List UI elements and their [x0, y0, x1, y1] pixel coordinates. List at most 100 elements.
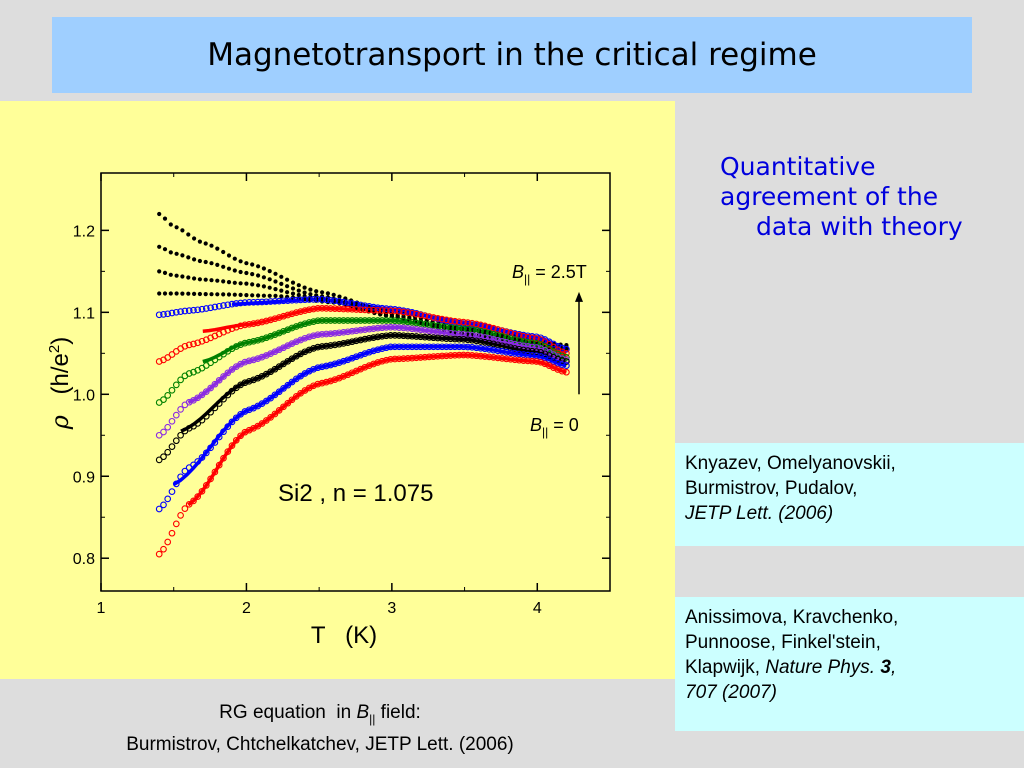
data-point — [348, 317, 356, 324]
data-point — [285, 277, 290, 282]
data-point — [421, 343, 429, 351]
data-point — [197, 291, 202, 297]
data-point — [357, 351, 364, 359]
data-point — [271, 331, 279, 338]
data-point — [245, 299, 253, 306]
plot-frame — [100, 172, 611, 592]
data-point — [215, 461, 223, 469]
data-point — [256, 293, 261, 298]
data-point — [494, 354, 502, 362]
data-point — [202, 305, 210, 312]
data-point — [451, 317, 459, 325]
data-point — [395, 343, 403, 351]
data-point — [198, 391, 206, 399]
data-point — [202, 388, 210, 395]
data-point — [241, 379, 249, 387]
data-point — [185, 370, 193, 377]
data-point — [391, 355, 399, 363]
data-point — [198, 337, 206, 345]
data-point — [361, 317, 369, 324]
data-point — [267, 298, 274, 305]
data-point — [417, 343, 424, 351]
data-point — [314, 380, 322, 388]
data-point — [481, 353, 489, 360]
data-point — [327, 296, 334, 304]
data-point — [296, 292, 301, 298]
data-point — [314, 343, 322, 351]
data-point — [305, 306, 313, 314]
data-point — [162, 216, 168, 221]
field-arrow — [575, 291, 583, 395]
data-point — [370, 334, 377, 341]
data-point — [438, 334, 446, 342]
data-point — [400, 343, 407, 351]
data-point — [267, 269, 272, 274]
data-point — [232, 300, 240, 307]
slide-title: Magnetotransport in the critical regime — [207, 37, 817, 73]
data-point — [209, 261, 214, 266]
data-point — [340, 317, 347, 324]
data-point — [245, 406, 253, 414]
data-point — [314, 364, 322, 372]
data-point — [498, 355, 506, 362]
data-point — [417, 333, 424, 341]
data-point — [232, 268, 237, 273]
data-point — [288, 324, 296, 332]
data-point — [203, 277, 208, 282]
data-point — [413, 325, 420, 333]
data-point — [554, 353, 562, 361]
data-point — [237, 299, 244, 307]
data-point — [511, 356, 519, 364]
data-point — [485, 335, 493, 342]
data-point — [155, 505, 163, 513]
data-point — [198, 305, 206, 313]
title-bar: Magnetotransport in the critical regime — [52, 17, 972, 93]
data-point — [209, 243, 214, 248]
data-point — [331, 341, 339, 349]
data-point — [296, 283, 301, 288]
data-point — [254, 336, 262, 344]
data-point — [254, 319, 262, 327]
data-point — [365, 317, 373, 324]
data-point — [335, 298, 343, 305]
data-point — [325, 291, 330, 296]
data-point — [203, 292, 208, 297]
data-point — [322, 330, 330, 338]
data-point — [404, 324, 412, 332]
data-point — [485, 346, 493, 353]
data-point — [157, 291, 162, 296]
data-point — [160, 396, 167, 403]
data-point — [473, 337, 480, 345]
data-point — [318, 363, 326, 371]
data-point — [280, 327, 287, 335]
side-text-line3: data with theory — [756, 212, 963, 241]
data-point — [284, 326, 292, 334]
side-text-line1: Quantitative — [720, 152, 876, 181]
data-point — [443, 352, 450, 360]
data-point — [455, 343, 463, 351]
data-point — [337, 294, 342, 299]
data-point — [220, 373, 227, 380]
data-point — [395, 355, 403, 363]
data-point — [157, 244, 162, 249]
data-point — [408, 325, 416, 333]
data-point — [408, 332, 416, 340]
data-point — [186, 255, 191, 260]
plot-panel: 1 2 3 4 0.8 0.9 1.0 1.1 1.2 T (K) ρ (h/e2) Si2 ,… — [0, 101, 675, 679]
data-point — [267, 285, 272, 290]
data-point — [220, 395, 227, 403]
data-point — [361, 335, 369, 343]
data-point — [425, 353, 433, 361]
data-point — [352, 353, 360, 361]
data-point — [477, 321, 484, 329]
data-point — [305, 319, 313, 326]
data-point — [168, 272, 173, 277]
data-point — [261, 266, 266, 271]
data-point — [224, 423, 232, 430]
data-point — [302, 285, 307, 290]
data-point — [224, 448, 232, 455]
data-point — [533, 344, 540, 351]
data-point — [273, 293, 278, 298]
data-point — [524, 357, 532, 365]
data-point — [160, 311, 167, 318]
